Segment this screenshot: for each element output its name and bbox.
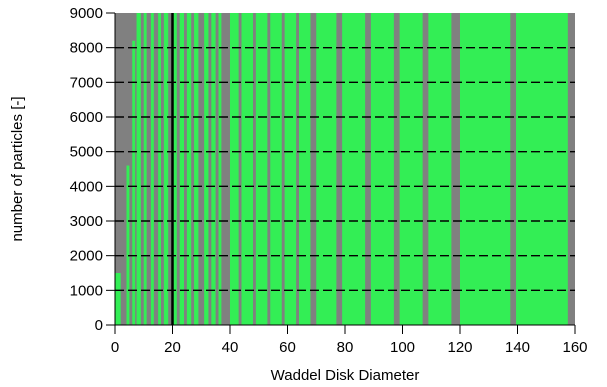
bar-26 bbox=[460, 13, 511, 325]
x-tick-label-140: 140 bbox=[505, 339, 530, 356]
y-tick-label-0: 0 bbox=[95, 317, 103, 334]
gridlines bbox=[115, 46, 575, 292]
y-tick-labels: 0 1000 2000 3000 4000 5000 6000 7000 8000 9000 bbox=[70, 5, 103, 334]
bar-9 bbox=[179, 13, 184, 325]
y-tick-label-9000: 9000 bbox=[70, 5, 103, 22]
bar-14 bbox=[218, 13, 222, 325]
bar-25 bbox=[428, 13, 452, 325]
bar-17 bbox=[255, 13, 268, 325]
bar-10 bbox=[186, 13, 192, 325]
bar-13 bbox=[211, 13, 216, 325]
y-tick-label-1000: 1000 bbox=[70, 282, 103, 299]
y-tick-label-5000: 5000 bbox=[70, 144, 103, 161]
y-tick-label-7000: 7000 bbox=[70, 74, 103, 91]
x-tick-labels: 0 20 40 60 80 100 120 140 160 bbox=[111, 339, 588, 356]
y-tick-label-6000: 6000 bbox=[70, 109, 103, 126]
bar-27 bbox=[516, 13, 568, 325]
bar-21 bbox=[316, 13, 337, 325]
bar-12 bbox=[204, 13, 209, 325]
bar-19 bbox=[284, 13, 297, 325]
bar-18 bbox=[270, 13, 282, 325]
bar-11 bbox=[194, 13, 199, 325]
bars-layer bbox=[115, 13, 568, 325]
bar-16 bbox=[241, 13, 253, 325]
x-tick-label-100: 100 bbox=[390, 339, 415, 356]
bar-20 bbox=[299, 13, 311, 325]
x-tick-label-120: 120 bbox=[447, 339, 472, 356]
bar-7 bbox=[163, 13, 169, 325]
bar-0 bbox=[115, 273, 121, 325]
bar-3 bbox=[136, 13, 141, 325]
y-tick-label-3000: 3000 bbox=[70, 213, 103, 230]
axes bbox=[106, 12, 576, 334]
bar-15 bbox=[230, 13, 239, 325]
y-tick-label-4000: 4000 bbox=[70, 178, 103, 195]
bar-1 bbox=[126, 165, 130, 325]
x-tick-label-80: 80 bbox=[337, 339, 354, 356]
x-tick-label-20: 20 bbox=[164, 339, 181, 356]
bar-2 bbox=[132, 40, 136, 325]
x-tick-label-160: 160 bbox=[562, 339, 587, 356]
x-tick-label-60: 60 bbox=[279, 339, 296, 356]
x-tick-label-40: 40 bbox=[222, 339, 239, 356]
x-tick-label-0: 0 bbox=[111, 339, 119, 356]
y-tick-label-8000: 8000 bbox=[70, 40, 103, 57]
bar-24 bbox=[399, 13, 423, 325]
bar-6 bbox=[158, 13, 161, 325]
y-axis-title: number of particles [-] bbox=[9, 96, 26, 241]
y-tick-label-2000: 2000 bbox=[70, 248, 103, 265]
bar-4 bbox=[143, 13, 147, 325]
bar-22 bbox=[342, 13, 366, 325]
x-axis-title: Waddel Disk Diameter bbox=[271, 367, 420, 384]
bar-5 bbox=[150, 13, 154, 325]
bar-8 bbox=[172, 13, 177, 325]
bar-23 bbox=[370, 13, 394, 325]
